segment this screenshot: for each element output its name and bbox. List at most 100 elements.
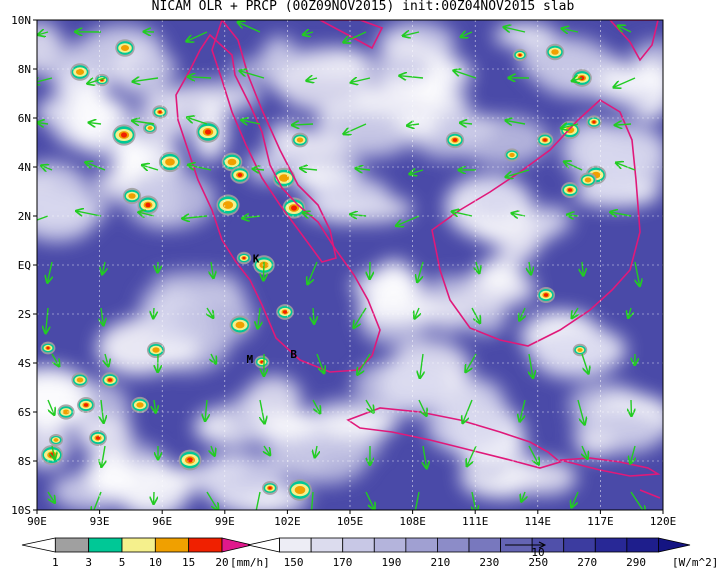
- lat-tick-label: 10N: [11, 14, 31, 27]
- olr-colorbar-tick-label: 290: [626, 556, 646, 569]
- wind-vector: [51, 353, 59, 366]
- wind-vector: [564, 162, 583, 171]
- wind-vector: [253, 169, 265, 170]
- station-marker-k: K: [253, 253, 260, 266]
- precip-cell: [137, 195, 159, 215]
- wind-vector: [307, 78, 318, 81]
- station-marker-b: B: [290, 348, 297, 361]
- precip-cell: [262, 481, 278, 495]
- wind-vector-layer: [37, 22, 645, 510]
- lat-tick-label: 4S: [18, 357, 31, 370]
- wind-vector: [264, 445, 270, 455]
- wind-vector: [207, 307, 213, 318]
- wind-vector: [466, 353, 477, 372]
- precip-cell: [77, 397, 95, 413]
- coastline-layer: [175, 20, 661, 499]
- olr-colorbar-segment: [342, 537, 375, 553]
- wind-vector: [243, 216, 261, 218]
- precip-cell: [536, 132, 554, 148]
- olr-colorbar-segment: [594, 537, 628, 553]
- wind-vector: [616, 163, 636, 171]
- wind-vector: [211, 353, 216, 363]
- wind-vector: [86, 162, 106, 171]
- colorbars: 1 3 5 10 15 20 [mm/h] 150 170 190 210 230 250 270 290…: [21, 537, 718, 569]
- wind-vector: [582, 445, 587, 459]
- wind-vector: [572, 78, 583, 81]
- wind-vector: [105, 353, 108, 366]
- precip-cell: [130, 396, 150, 414]
- wind-vector: [351, 78, 371, 82]
- lon-tick-label: 117E: [587, 515, 614, 528]
- wind-vector: [611, 212, 632, 216]
- precip-cell: [89, 430, 107, 446]
- lat-tick-label: 8S: [18, 455, 31, 468]
- lon-tick-label: 90E: [27, 515, 47, 528]
- wind-vector: [260, 399, 265, 423]
- wind-vector: [356, 168, 371, 170]
- wind-vector: [528, 445, 539, 464]
- precip-cell: [101, 372, 119, 388]
- wind-vector: [344, 123, 367, 134]
- olr-colorbar-segment: [310, 537, 344, 553]
- wind-vector: [132, 121, 155, 124]
- precip-cell: [57, 404, 75, 420]
- wind-vector: [454, 71, 477, 79]
- prcp-colorbar-tick-label: 20: [215, 556, 228, 569]
- wind-vector: [142, 165, 159, 170]
- wind-vector: [183, 216, 208, 218]
- wind-vector: [396, 215, 420, 226]
- wind-vector: [133, 78, 159, 82]
- wind-vector: [418, 399, 426, 416]
- wind-vector: [410, 170, 424, 174]
- station-marker-m: M: [247, 353, 254, 366]
- wind-vector: [344, 31, 367, 42]
- wind-vector: [506, 169, 530, 177]
- prcp-colorbar-tick-label: 3: [85, 556, 92, 569]
- lon-tick-label: 111E: [462, 515, 489, 528]
- wind-vector: [628, 307, 631, 318]
- wind-vector: [188, 165, 212, 171]
- wind-vector: [571, 491, 579, 507]
- axis-ticks: 90E 93E 96E 99E 102E 105E 108E 111E 114E 117E 120E…: [11, 14, 676, 528]
- lat-tick-label: 8N: [18, 63, 31, 76]
- wind-vector: [512, 213, 526, 216]
- wind-vector: [357, 353, 371, 374]
- prcp-colorbar-segment: [154, 537, 190, 553]
- wind-vector: [423, 445, 427, 468]
- wind-vector: [38, 32, 49, 35]
- wind-vector: [414, 491, 420, 510]
- reference-vector-label: 10: [531, 546, 544, 559]
- precip-cell: [229, 315, 251, 335]
- wind-vector: [46, 307, 48, 333]
- precip-cell: [291, 132, 309, 148]
- wind-vector: [211, 445, 215, 455]
- wind-vector: [630, 445, 635, 463]
- wind-vector: [415, 307, 419, 318]
- wind-vector: [303, 32, 314, 35]
- wind-vector: [52, 445, 55, 459]
- wind-vector: [615, 124, 632, 125]
- wind-vector: [582, 261, 583, 275]
- wind-vector: [303, 213, 314, 216]
- prcp-colorbar-low-cap: [21, 537, 56, 553]
- wind-vector: [521, 491, 525, 501]
- lon-tick-label: 114E: [525, 515, 552, 528]
- borneo-coastline: [431, 99, 641, 347]
- wind-vector: [187, 117, 208, 125]
- wind-vector: [308, 261, 318, 284]
- prcp-colorbar-unit: [mm/h]: [230, 556, 270, 569]
- wind-vector: [240, 71, 265, 79]
- precip-cell: [152, 105, 168, 119]
- wind-vector: [316, 353, 324, 373]
- wind-vector: [562, 29, 579, 32]
- wind-vector: [354, 307, 367, 328]
- wind-vector: [572, 307, 578, 318]
- olr-colorbar-segment: [373, 537, 407, 553]
- precip-cell: [561, 182, 579, 198]
- wind-vector: [312, 399, 320, 413]
- prcp-colorbar-segment: [121, 537, 156, 553]
- precip-cell: [48, 433, 64, 447]
- precip-cell: [178, 449, 202, 471]
- lat-tick-label: 6S: [18, 406, 31, 419]
- precip-cell: [122, 187, 142, 205]
